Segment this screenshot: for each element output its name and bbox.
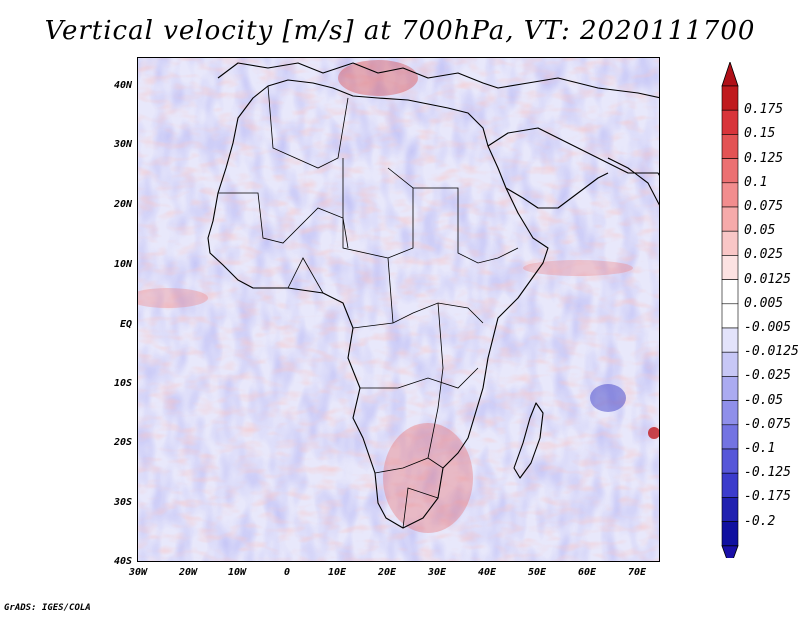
africa-coastline xyxy=(207,79,549,529)
colorbar-swatch xyxy=(721,230,739,256)
colorbar xyxy=(721,62,739,558)
lat-label: EQ xyxy=(119,319,132,330)
colorbar-tick-label: 0.0125 xyxy=(744,271,791,287)
colorbar-tick-label: -0.025 xyxy=(744,368,791,384)
colorbar-swatch xyxy=(721,521,739,547)
lon-label: 50E xyxy=(527,567,547,578)
indian-ocean-cyclone xyxy=(590,384,626,412)
lat-label: 30N xyxy=(113,139,132,150)
colorbar-tick-label: 0.005 xyxy=(744,295,784,311)
lon-label: 40E xyxy=(477,567,497,578)
lon-label: 30E xyxy=(427,567,447,578)
lat-label: 20S xyxy=(113,437,132,448)
lat-label: 40S xyxy=(113,556,132,567)
colorbar-tick-label: 0.025 xyxy=(744,247,784,263)
colorbar-tick-label: -0.005 xyxy=(744,320,791,335)
rising-motion-field xyxy=(138,58,659,561)
southern-africa-rising-area xyxy=(383,423,473,533)
colorbar-tick-label: 0.125 xyxy=(744,150,784,166)
colorbar-tick-label: 0.075 xyxy=(744,199,784,214)
lon-label: 20W xyxy=(178,567,198,578)
colorbar-swatch xyxy=(721,255,739,280)
lon-label: 0 xyxy=(283,567,291,578)
lat-label: 20N xyxy=(113,199,132,210)
colorbar-bottom-cap xyxy=(721,545,739,558)
colorbar-tick-label: -0.1 xyxy=(744,441,776,456)
arabian-peninsula xyxy=(487,127,659,209)
colorbar-swatch xyxy=(721,472,739,498)
colorbar-tick-label: 0.1 xyxy=(744,174,768,190)
colorbar-tick-label: -0.0125 xyxy=(744,344,799,360)
europe-coast xyxy=(217,62,659,99)
india-coast xyxy=(607,157,659,206)
colorbar-swatch xyxy=(721,497,739,522)
coastlines xyxy=(207,62,659,529)
colorbar-tick-label: -0.075 xyxy=(744,416,791,432)
lat-label: 30S xyxy=(113,497,132,508)
lon-label: 70E xyxy=(627,567,647,578)
lat-label: 10N xyxy=(113,259,132,270)
map-panel[interactable] xyxy=(137,57,660,562)
lon-label: 20E xyxy=(377,567,397,578)
colorbar-swatch xyxy=(721,279,739,305)
colorbar-tick-label: 0.15 xyxy=(744,126,776,142)
colorbar-swatch xyxy=(721,376,739,401)
colorbar-tick-label: 0.175 xyxy=(744,102,784,118)
colorbar-swatch xyxy=(721,303,739,329)
colorbar-tick-label: -0.125 xyxy=(744,465,791,481)
lon-label: 10E xyxy=(327,567,347,578)
map-title: Vertical velocity [m/s] at 700hPa, VT: 2… xyxy=(44,16,756,46)
country-borders xyxy=(218,85,519,529)
lon-label: 30W xyxy=(128,567,148,578)
colorbar-swatch xyxy=(721,182,739,208)
colorbar-tick-label: 0.05 xyxy=(744,223,776,239)
grads-credit: GrADS: IGES/COLA xyxy=(4,603,91,613)
colorbar-swatch xyxy=(721,424,739,450)
colorbar-swatch xyxy=(721,158,739,184)
colorbar-swatch xyxy=(721,327,739,353)
colorbar-tick-label: -0.2 xyxy=(744,513,776,529)
lat-label: 10S xyxy=(113,378,132,389)
colorbar-swatch xyxy=(721,109,739,135)
madagascar-coastline xyxy=(513,402,544,479)
colorbar-swatch xyxy=(721,85,739,111)
colorbar-top-cap xyxy=(721,62,739,87)
lon-label: 60E xyxy=(577,567,597,578)
vertical-velocity-map xyxy=(138,58,659,561)
colorbar-swatch xyxy=(721,400,739,426)
colorbar-swatch xyxy=(721,206,739,232)
colorbar-swatch xyxy=(721,448,739,474)
colorbar-tick-label: -0.05 xyxy=(744,392,784,408)
cyclone-core xyxy=(648,427,659,439)
colorbar-swatch xyxy=(721,351,739,377)
itcz-band xyxy=(523,260,633,276)
lat-label: 40N xyxy=(113,80,132,91)
atlantic-band xyxy=(138,288,208,308)
colorbar-tick-label: -0.175 xyxy=(744,489,791,505)
colorbar-swatch xyxy=(721,134,739,159)
mediterranean-rising-area xyxy=(338,60,418,96)
lon-label: 10W xyxy=(227,567,247,578)
